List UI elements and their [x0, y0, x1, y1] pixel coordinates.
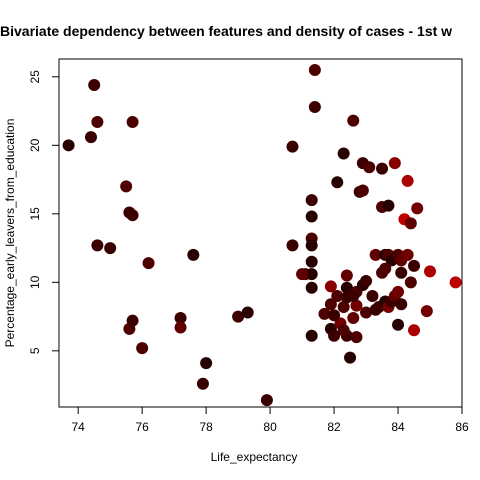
data-point: [62, 139, 75, 152]
data-point: [88, 79, 101, 92]
y-tick-label: 5: [28, 347, 42, 354]
data-point: [260, 394, 273, 407]
x-tick-label: 86: [455, 420, 469, 434]
y-tick-label: 25: [28, 70, 42, 84]
data-point: [142, 257, 155, 270]
data-point: [376, 162, 389, 175]
x-tick-label: 84: [391, 420, 405, 434]
data-point: [392, 285, 405, 298]
data-point: [369, 303, 382, 316]
data-point: [347, 311, 360, 324]
data-point: [286, 140, 299, 153]
data-point: [305, 268, 318, 281]
data-point: [331, 290, 344, 303]
x-tick-label: 80: [263, 420, 277, 434]
y-tick-label: 15: [28, 207, 42, 221]
data-point: [318, 307, 331, 320]
data-point: [337, 147, 350, 160]
data-point: [174, 311, 187, 324]
data-point: [404, 217, 417, 230]
data-point: [305, 194, 318, 207]
data-point: [305, 329, 318, 342]
chart-title: Bivariate dependency between features an…: [0, 23, 452, 39]
data-point: [350, 331, 363, 344]
data-point: [449, 276, 462, 289]
data-point: [340, 281, 353, 294]
data-point: [305, 255, 318, 268]
data-point: [408, 324, 421, 337]
data-point: [388, 157, 401, 170]
data-point: [120, 180, 133, 193]
data-point: [382, 199, 395, 212]
data-point: [328, 309, 341, 322]
data-point: [174, 321, 187, 334]
data-point: [324, 298, 337, 311]
data-point: [379, 262, 392, 275]
data-point: [395, 298, 408, 311]
data-point: [126, 116, 139, 129]
data-point: [331, 176, 344, 189]
data-point: [369, 248, 382, 261]
data-point: [305, 239, 318, 252]
data-point: [308, 100, 321, 113]
data-point: [363, 161, 376, 174]
data-point: [126, 209, 139, 222]
data-point: [366, 290, 379, 303]
data-point: [395, 266, 408, 279]
y-tick-label: 10: [28, 275, 42, 289]
data-point: [305, 281, 318, 294]
data-point: [347, 114, 360, 127]
data-point: [344, 351, 357, 364]
data-point: [286, 239, 299, 252]
data-point: [420, 305, 433, 318]
x-tick-label: 74: [72, 420, 86, 434]
data-point: [360, 306, 373, 319]
x-axis-label: Life_expectancy: [211, 450, 298, 464]
data-point: [324, 280, 337, 293]
data-point: [308, 63, 321, 76]
x-tick-label: 76: [135, 420, 149, 434]
data-point: [350, 299, 363, 312]
data-point: [241, 306, 254, 319]
data-point: [232, 310, 245, 323]
data-point: [136, 342, 149, 355]
data-point: [401, 174, 414, 187]
data-point: [187, 248, 200, 261]
data-point: [196, 377, 209, 390]
data-point: [401, 248, 414, 261]
data-points: [62, 63, 462, 407]
plot-area: [58, 58, 463, 408]
data-point: [347, 290, 360, 303]
data-point: [200, 357, 213, 370]
x-tick-label: 82: [327, 420, 341, 434]
data-point: [360, 274, 373, 287]
data-point: [337, 300, 350, 313]
data-point: [340, 269, 353, 282]
data-point: [411, 202, 424, 215]
y-axis-label: Percentage_early_leavers_from_education: [3, 119, 17, 348]
y-axis-ticks: 5 10 15 20 25: [28, 70, 59, 354]
data-point: [404, 276, 417, 289]
data-point: [91, 116, 104, 129]
data-point: [328, 329, 341, 342]
data-point: [305, 210, 318, 223]
data-point: [337, 324, 350, 337]
x-tick-label: 78: [199, 420, 213, 434]
data-point: [84, 131, 97, 144]
data-point: [424, 265, 437, 278]
data-point: [296, 268, 309, 281]
data-point: [91, 239, 104, 252]
data-point: [408, 259, 421, 272]
data-point: [356, 184, 369, 197]
data-point: [104, 242, 117, 255]
x-axis-ticks: 74 76 78 80 82 84 86: [72, 407, 469, 434]
data-point: [126, 314, 139, 327]
y-tick-label: 20: [28, 138, 42, 152]
data-point: [392, 318, 405, 331]
